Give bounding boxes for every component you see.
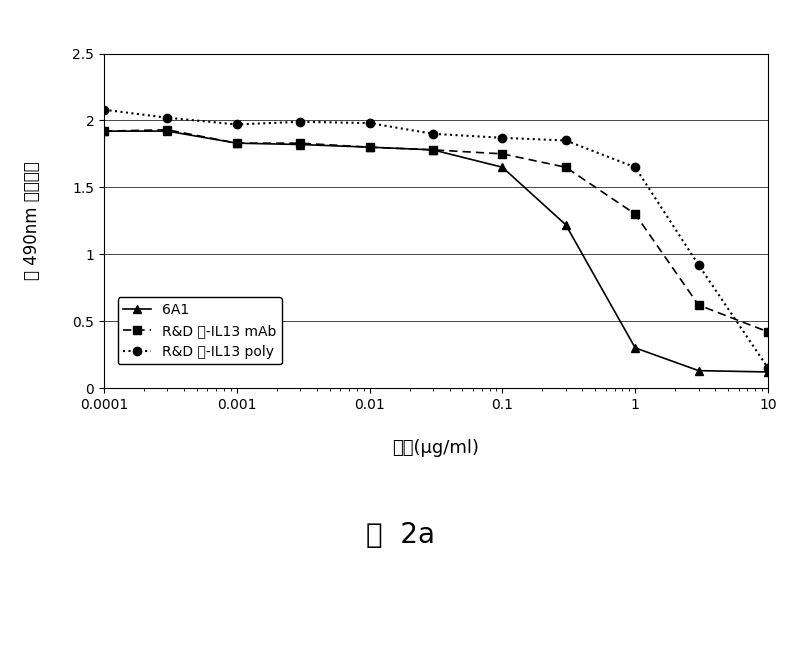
R&D 抗-IL13 poly xyxy=(561,136,570,145)
R&D 抗-IL13 poly xyxy=(498,134,507,142)
Legend: 6A1, R&D 抗-IL13 mAb, R&D 抗-IL13 poly: 6A1, R&D 抗-IL13 mAb, R&D 抗-IL13 poly xyxy=(118,297,282,365)
R&D 抗-IL13 poly xyxy=(763,364,773,372)
Line: R&D 抗-IL13 poly: R&D 抗-IL13 poly xyxy=(100,106,772,372)
Text: 在 490nm 的吸收値: 在 490nm 的吸收値 xyxy=(23,161,41,280)
6A1 xyxy=(232,139,242,147)
6A1 xyxy=(99,127,109,135)
6A1 xyxy=(365,143,374,151)
6A1 xyxy=(428,146,438,154)
6A1 xyxy=(630,344,640,352)
R&D 抗-IL13 mAb xyxy=(763,328,773,336)
R&D 抗-IL13 poly xyxy=(428,130,438,138)
R&D 抗-IL13 mAb xyxy=(561,163,570,171)
R&D 抗-IL13 poly xyxy=(232,120,242,128)
R&D 抗-IL13 mAb xyxy=(162,126,172,134)
6A1 xyxy=(162,127,172,135)
R&D 抗-IL13 poly xyxy=(295,118,305,126)
R&D 抗-IL13 poly xyxy=(694,261,703,269)
R&D 抗-IL13 poly xyxy=(162,114,172,122)
6A1 xyxy=(561,221,570,229)
R&D 抗-IL13 mAb xyxy=(428,146,438,154)
6A1 xyxy=(498,163,507,171)
R&D 抗-IL13 mAb xyxy=(630,210,640,218)
Line: R&D 抗-IL13 mAb: R&D 抗-IL13 mAb xyxy=(100,126,772,336)
R&D 抗-IL13 mAb xyxy=(365,143,374,151)
6A1 xyxy=(694,367,703,375)
6A1 xyxy=(763,368,773,376)
R&D 抗-IL13 mAb xyxy=(295,139,305,147)
R&D 抗-IL13 mAb xyxy=(498,150,507,158)
R&D 抗-IL13 poly xyxy=(365,119,374,127)
Line: 6A1: 6A1 xyxy=(100,127,772,376)
R&D 抗-IL13 mAb xyxy=(232,139,242,147)
R&D 抗-IL13 mAb xyxy=(99,127,109,135)
Text: 图  2a: 图 2a xyxy=(366,521,434,549)
Text: 浓度(μg/ml): 浓度(μg/ml) xyxy=(393,440,479,457)
R&D 抗-IL13 poly xyxy=(99,106,109,114)
R&D 抗-IL13 mAb xyxy=(694,301,703,309)
6A1 xyxy=(295,140,305,149)
R&D 抗-IL13 poly xyxy=(630,163,640,171)
